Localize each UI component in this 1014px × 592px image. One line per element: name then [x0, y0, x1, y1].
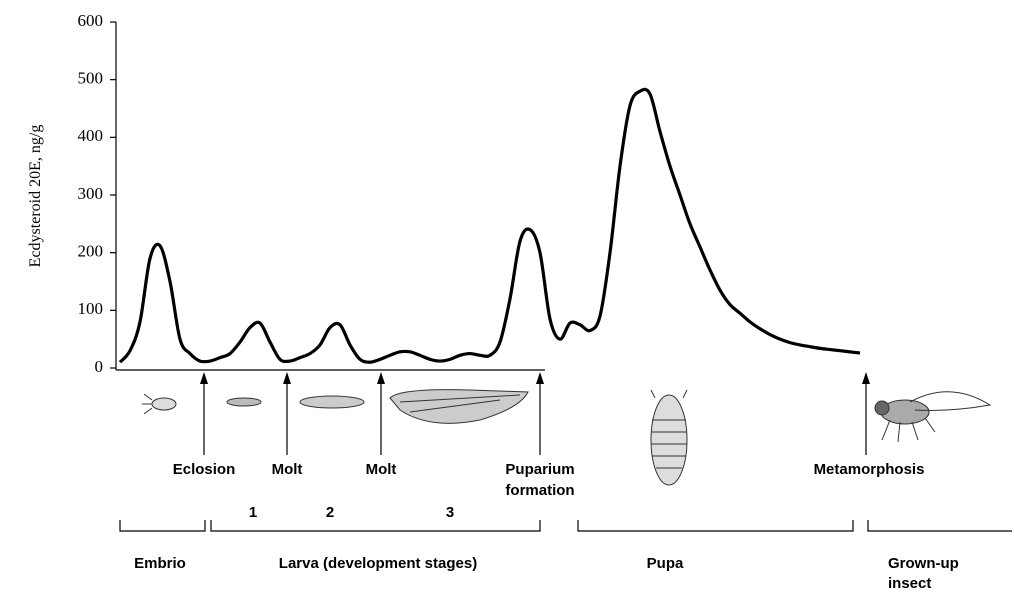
curve — [120, 89, 860, 362]
arrow-head — [862, 372, 870, 384]
arrow-head — [200, 372, 208, 384]
y-tick-label: 200 — [78, 242, 104, 261]
y-tick-label: 500 — [78, 69, 104, 88]
y-axis-title: Ecdysteroid 20E, ng/g — [27, 125, 44, 268]
instar-label: 2 — [326, 504, 334, 521]
stage-label: insect — [888, 575, 931, 592]
stage-label: Embrio — [134, 555, 186, 572]
instar-label: 1 — [249, 504, 257, 521]
event-label: Molt — [272, 461, 303, 478]
arrow-head — [377, 372, 385, 384]
y-tick-label: 300 — [78, 184, 104, 203]
stage-bracket — [868, 520, 1012, 531]
stage-label: Larva (development stages) — [279, 555, 477, 572]
instar-label: 3 — [446, 504, 454, 521]
stage-label: Grown-up — [888, 555, 959, 572]
y-tick-label: 100 — [78, 299, 104, 318]
event-label: Puparium — [505, 461, 574, 478]
event-label: formation — [505, 482, 574, 499]
y-tick-label: 400 — [78, 126, 104, 145]
arrow-head — [536, 372, 544, 384]
event-label: Eclosion — [173, 461, 236, 478]
chart: Ecdysteroid 20E, ng/g 0 100 200 300 400 500 60… — [0, 0, 1014, 592]
event-label: Molt — [366, 461, 397, 478]
stage-bracket — [211, 520, 540, 531]
arrow-head — [283, 372, 291, 384]
stage-bracket — [578, 520, 853, 531]
event-label: Metamorphosis — [814, 461, 925, 478]
y-tick-label: 0 — [95, 357, 104, 376]
stage-label: Pupa — [647, 555, 684, 572]
stage-bracket — [120, 520, 205, 531]
y-tick-label: 600 — [78, 11, 104, 30]
